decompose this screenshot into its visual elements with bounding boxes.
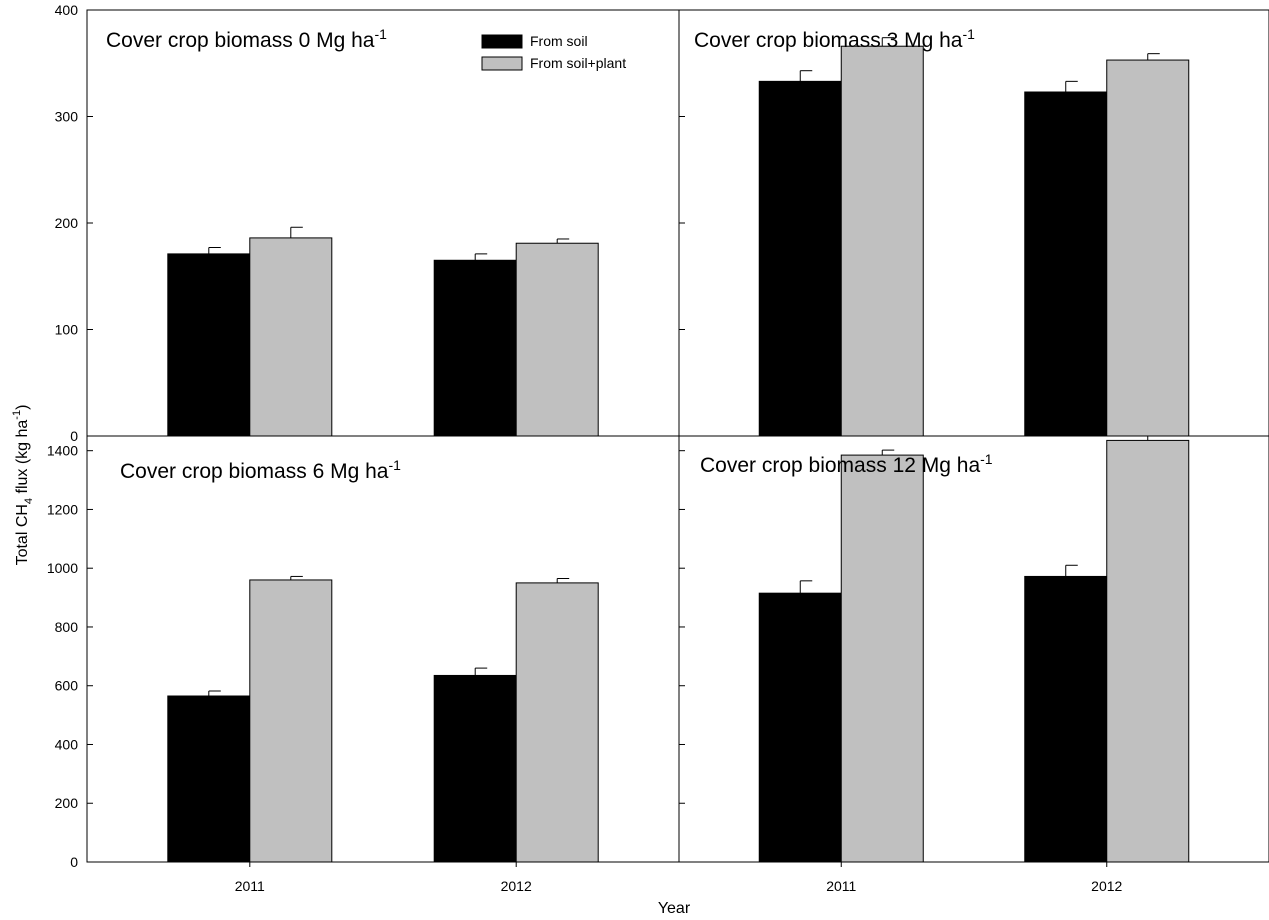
- x-tick-label: 2011: [235, 878, 265, 894]
- x-axis-label: Year: [658, 900, 691, 917]
- bar-from-soil-2012: [1024, 91, 1108, 437]
- bar-from-soil-plant-2011: [249, 237, 333, 437]
- y-tick-label: 400: [55, 736, 79, 752]
- x-tick-label: 2012: [1091, 878, 1122, 894]
- y-tick-label: 400: [55, 2, 79, 18]
- bar-from-soil-plant-2012: [515, 242, 599, 437]
- panel-4: 2011 2012 Cover crop biomass 12 Mg ha-1: [678, 435, 1269, 894]
- y-tick-label: 0: [70, 428, 78, 444]
- panel-1: 0 100 200 300 400 Cover crop biomass 0 Mg ha-…: [55, 2, 680, 444]
- panel-frame: [678, 435, 1269, 863]
- x-tick-label: 2011: [826, 878, 856, 894]
- legend-swatch-from-soil: [481, 34, 523, 49]
- panel-title: Cover crop biomass 6 Mg ha-1: [120, 457, 401, 483]
- y-tick-label: 200: [55, 215, 79, 231]
- y-tick-label: 0: [70, 854, 78, 870]
- bar-from-soil-2011: [758, 592, 842, 863]
- bar-from-soil-2012: [1024, 575, 1108, 863]
- bar-from-soil-plant-2011: [249, 579, 333, 863]
- legend-label-from-soil: From soil: [530, 33, 588, 49]
- bar-from-soil-2011: [167, 253, 251, 437]
- panels-layer: 0 100 200 300 400 Cover crop biomass 0 Mg ha-…: [47, 2, 1269, 894]
- y-axis-label: Total CH4 flux (kg ha-1): [11, 405, 35, 566]
- legend-swatch-from-soil-plant: [481, 56, 523, 71]
- y-tick-label: 1000: [47, 560, 78, 576]
- bar-from-soil-plant-2012: [1106, 59, 1190, 437]
- y-tick-label: 100: [55, 322, 79, 338]
- y-tick-label: 800: [55, 619, 79, 635]
- x-tick-label: 2012: [501, 878, 532, 894]
- bar-from-soil-2012: [433, 259, 517, 437]
- y-tick-label: 200: [55, 795, 79, 811]
- bar-from-soil-2011: [167, 695, 251, 863]
- panel-3: 0 200 400 600 800 1000 1200 1400 2011 2012 Cover c…: [47, 435, 680, 894]
- legend-label-from-soil-plant: From soil+plant: [530, 55, 626, 71]
- y-tick-label: 600: [55, 678, 79, 694]
- y-tick-label: 1400: [47, 443, 78, 459]
- panel-title: Cover crop biomass 3 Mg ha-1: [694, 26, 975, 52]
- legend: From soil From soil+plant: [481, 33, 626, 71]
- panel-title: Cover crop biomass 12 Mg ha-1: [700, 451, 993, 477]
- bar-from-soil-plant-2012: [1106, 439, 1190, 863]
- bar-from-soil-2012: [433, 674, 517, 863]
- bar-from-soil-2011: [758, 80, 842, 437]
- bar-from-soil-plant-2011: [840, 45, 924, 437]
- panel-title: Cover crop biomass 0 Mg ha-1: [106, 26, 387, 52]
- y-tick-label: 300: [55, 109, 79, 125]
- bar-from-soil-plant-2011: [840, 454, 924, 863]
- panel-2: Cover crop biomass 3 Mg ha-1: [678, 9, 1269, 437]
- y-tick-label: 1200: [47, 501, 78, 517]
- bar-from-soil-plant-2012: [515, 582, 599, 863]
